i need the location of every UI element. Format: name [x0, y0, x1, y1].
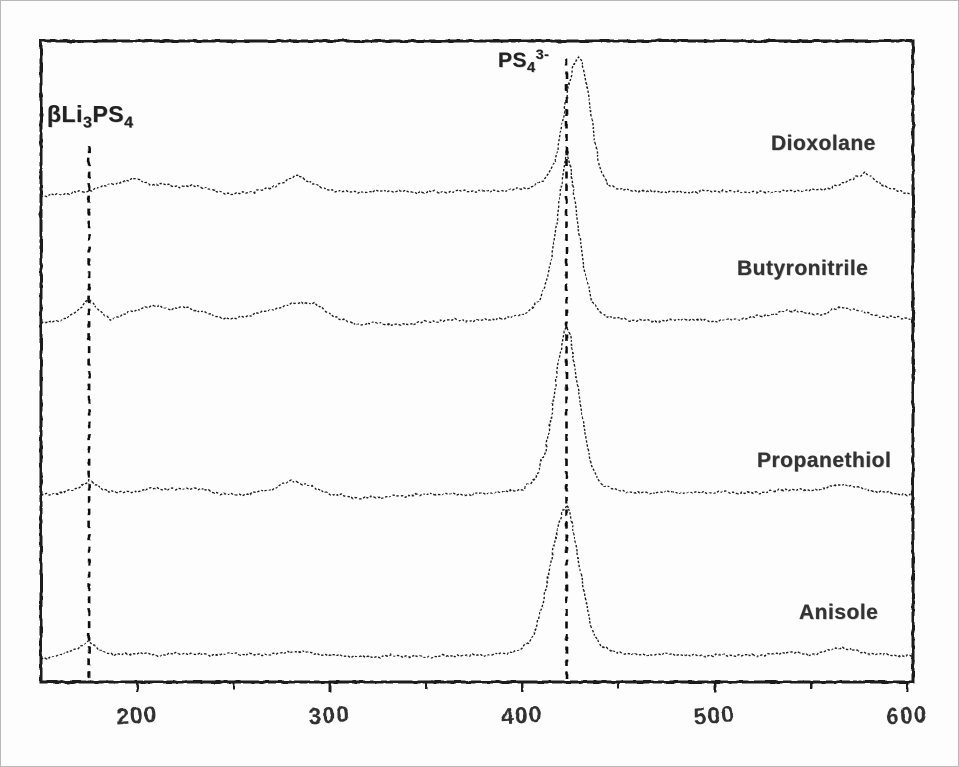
peak-label-sub: 4	[527, 60, 536, 77]
series-label-anisole: Anisole	[799, 601, 879, 624]
x-tick-label: 300	[308, 701, 351, 730]
spectrum-curve-dioxolane	[40, 55, 914, 198]
peak-label-ps4: PS43-	[498, 47, 549, 76]
series-label-dioxolane: Dioxolane	[771, 132, 876, 155]
spectrum-curve-butyronitrile	[40, 151, 914, 326]
spectrum-curve-anisole	[40, 503, 914, 660]
plot-border	[39, 39, 915, 684]
x-tick-label: 500	[693, 701, 736, 730]
x-tick-label: 200	[115, 701, 158, 730]
x-tick-label: 400	[500, 701, 543, 730]
phase-label-beta-li3ps4: βLi3PS4	[47, 101, 134, 133]
spectrum-curve-propanethiol	[40, 326, 914, 500]
peak-label-prefix: PS	[498, 49, 528, 72]
phase-label-prefix: βLi	[47, 101, 83, 127]
x-tick-label: 600	[885, 701, 928, 730]
series-label-propanethiol: Propanethiol	[757, 449, 892, 472]
phase-label-mid: PS	[92, 101, 125, 127]
series-label-butyronitrile: Butyronitrile	[737, 257, 869, 280]
phase-label-sub4: 4	[124, 113, 134, 132]
phase-label-sub3: 3	[82, 113, 93, 132]
peak-label-sup: 3-	[535, 47, 550, 63]
